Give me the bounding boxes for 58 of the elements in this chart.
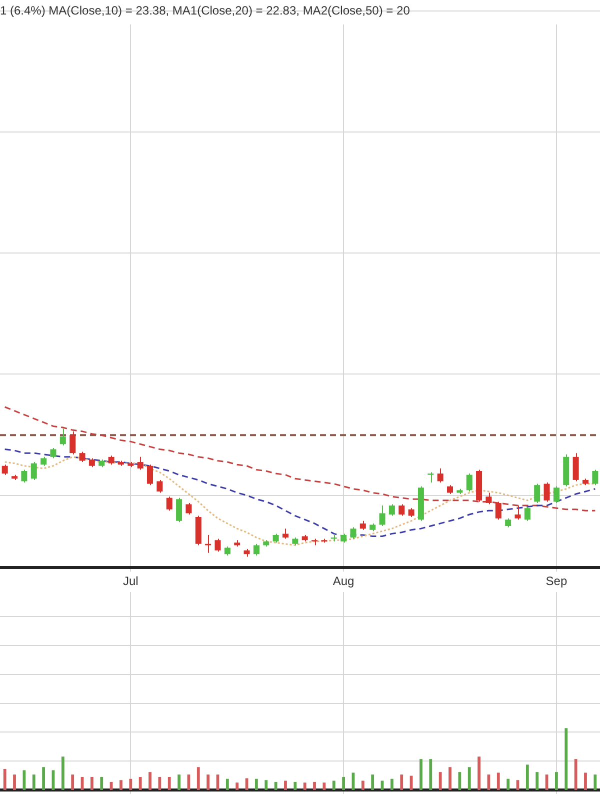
bar [555, 772, 558, 790]
bar [584, 772, 587, 790]
bar [536, 772, 539, 790]
bar [274, 782, 278, 790]
bar [361, 780, 364, 790]
bar [32, 774, 36, 790]
bar [322, 782, 326, 790]
bar [420, 759, 422, 790]
bar [129, 778, 132, 790]
bar [526, 764, 529, 790]
bar [478, 756, 480, 790]
bar [71, 774, 74, 790]
bar [594, 774, 597, 790]
x-tick-label: Aug [332, 574, 354, 588]
bar [448, 767, 452, 790]
bar [496, 772, 500, 790]
bar [178, 774, 180, 790]
bar [400, 774, 404, 790]
bar [264, 780, 268, 790]
bar [468, 767, 471, 790]
bar [255, 778, 258, 790]
x-tick-label: Jul [122, 574, 138, 588]
candlestick [330, 534, 337, 542]
bar [3, 768, 6, 790]
bar [100, 777, 104, 790]
bar [226, 778, 229, 790]
candlestick [321, 538, 328, 544]
bar [438, 772, 442, 790]
bar [13, 774, 16, 790]
bar [61, 756, 64, 790]
bar [564, 728, 568, 790]
candlestick [312, 538, 318, 546]
bar [371, 774, 374, 790]
bar [390, 778, 394, 790]
x-tick-label: Sep [546, 574, 568, 588]
bar [90, 777, 94, 790]
bar [574, 759, 578, 790]
chart-title: 1 (6.4%) MA(Close,10) = 23.38, MA1(Close,20) = 22.83, MA2(Close,50) = 20 [0, 4, 410, 18]
bar [120, 780, 122, 790]
bar [206, 774, 210, 790]
bar [313, 782, 316, 790]
bar [458, 772, 462, 790]
bar [429, 759, 432, 790]
bar [236, 782, 239, 790]
bar [158, 777, 162, 790]
bar [168, 777, 171, 790]
bar [506, 778, 510, 790]
candlestick [428, 472, 434, 484]
bar [303, 782, 306, 790]
bar [284, 780, 287, 790]
bar [138, 777, 142, 790]
bar [294, 782, 297, 790]
bar [42, 767, 45, 790]
bar [332, 780, 336, 790]
bar [342, 777, 345, 790]
bar [22, 770, 26, 790]
bar [148, 772, 152, 790]
bar [196, 767, 200, 790]
